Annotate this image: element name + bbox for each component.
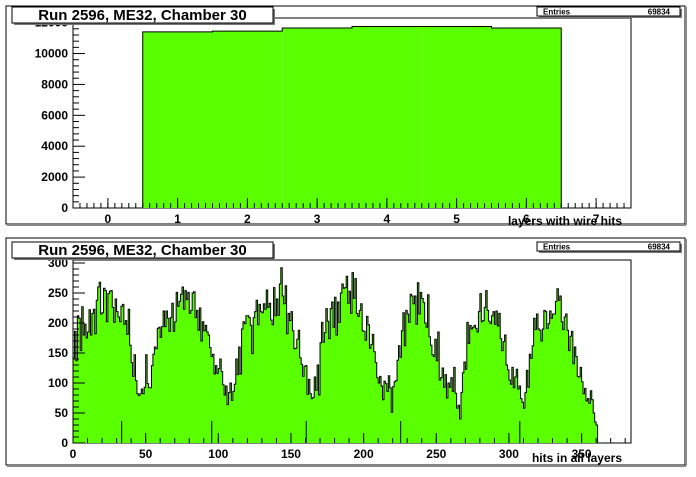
y-tick-label: 200 (48, 316, 68, 330)
x-tick-label: 6 (523, 212, 530, 226)
y-tick-label: 250 (48, 286, 68, 300)
y-tick-label: 0 (61, 436, 68, 450)
y-tick-label: 6000 (41, 108, 68, 122)
x-tick-label: 200 (354, 447, 374, 461)
title-box (11, 241, 274, 259)
x-tick-label: 100 (208, 447, 228, 461)
y-tick-label: 150 (48, 346, 68, 360)
histogram-bin (142, 31, 213, 208)
title-box (11, 6, 274, 24)
x-tick-label: 250 (426, 447, 446, 461)
x-tick-label: 4 (384, 212, 391, 226)
histogram-outline (142, 25, 562, 208)
x-tick-label: 50 (139, 447, 153, 461)
histogram-bin (212, 31, 283, 208)
x-tick-label: 350 (572, 447, 592, 461)
y-tick-label: 2000 (41, 170, 68, 184)
x-tick-label: 5 (453, 212, 460, 226)
stats-entries-value: 69834 (648, 243, 671, 252)
x-axis-title: hits in all layers (532, 451, 622, 465)
y-tick-label: 4000 (41, 139, 68, 153)
x-tick-label: 2 (244, 212, 251, 226)
histogram-bin (491, 28, 562, 208)
y-tick-label: 8000 (41, 77, 68, 91)
histogram-bin (282, 28, 352, 208)
y-tick-label: 100 (48, 376, 68, 390)
x-axis-title: layers with wire hits (508, 214, 622, 228)
stats-entries-label: Entries (543, 8, 571, 17)
stats-entries-value: 69834 (648, 8, 671, 17)
histogram-outline (73, 267, 599, 443)
chart-title: Run 2596, ME32, Chamber 30 (38, 7, 246, 24)
x-tick-label: 0 (105, 212, 112, 226)
histogram-fill (73, 267, 598, 443)
histogram-bin (421, 26, 492, 208)
x-tick-label: 3 (314, 212, 321, 226)
x-tick-label: 150 (281, 447, 301, 461)
x-tick-label: 1 (174, 212, 181, 226)
x-tick-label: 0 (70, 447, 77, 461)
stats-box (536, 241, 681, 252)
y-tick-label: 0 (61, 201, 68, 215)
chart-title: Run 2596, ME32, Chamber 30 (38, 242, 246, 259)
x-tick-label: 7 (593, 212, 600, 226)
y-tick-label: 10000 (35, 47, 69, 61)
y-tick-label: 50 (55, 406, 69, 420)
stats-box (536, 6, 681, 17)
histogram-bin (352, 26, 422, 208)
x-tick-label: 300 (499, 447, 519, 461)
histogram-panel-1: 02000400060008000100001200001234567layer… (5, 5, 687, 228)
stats-entries-label: Entries (543, 243, 571, 252)
